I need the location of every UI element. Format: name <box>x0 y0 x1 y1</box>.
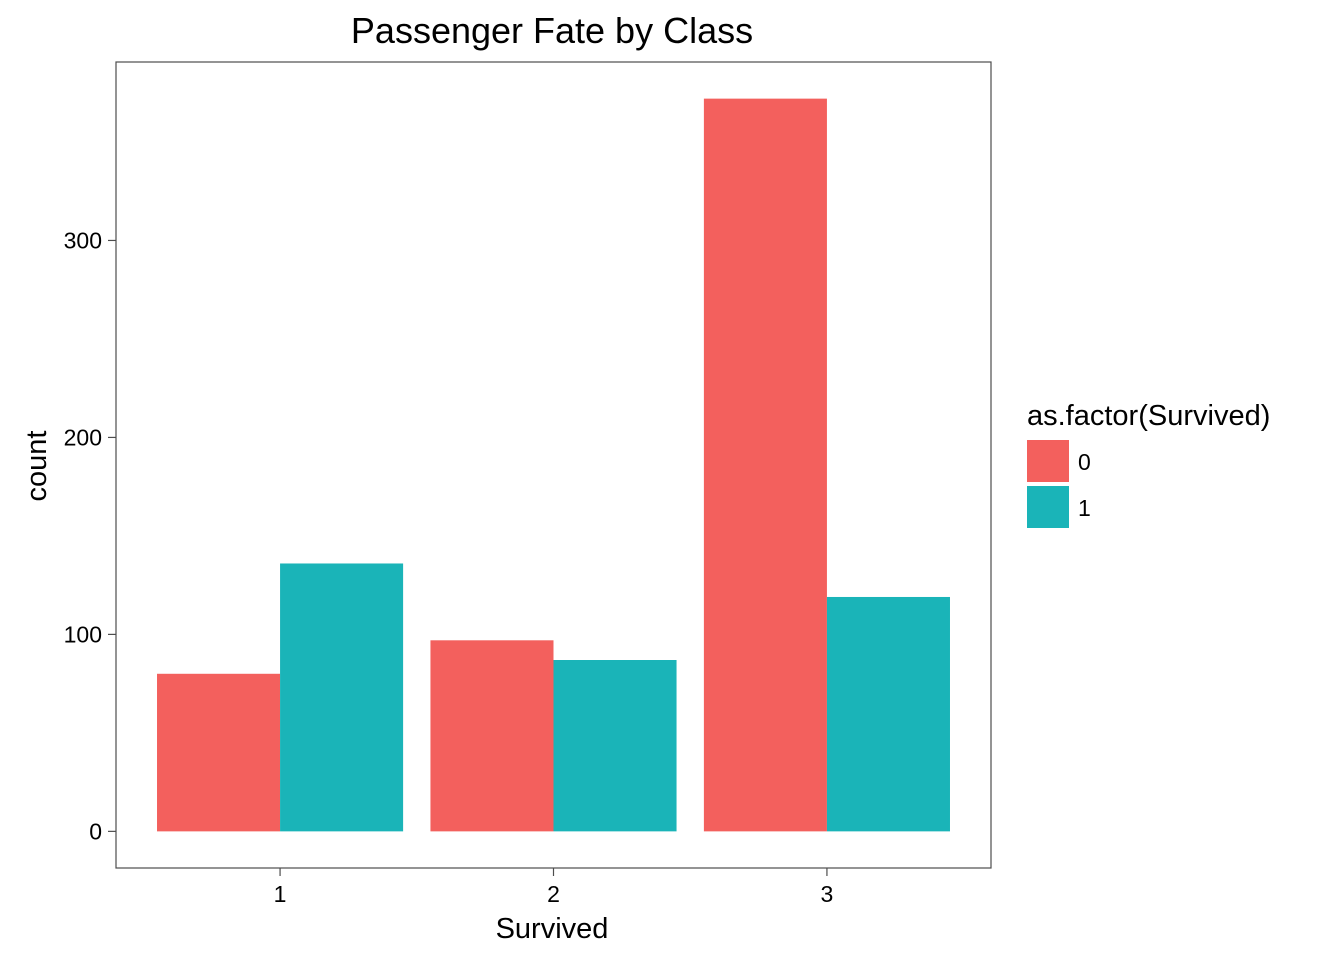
bars-layer <box>157 98 950 832</box>
legend-key-1 <box>1027 486 1069 528</box>
legend: as.factor(Survived) 01 <box>1027 400 1270 528</box>
x-tick-label: 3 <box>821 881 834 907</box>
bar-class-3-survived-1 <box>826 596 950 832</box>
y-tick-label: 0 <box>89 818 102 844</box>
bar-class-1-survived-0 <box>157 673 281 832</box>
bar-class-3-survived-0 <box>703 98 827 832</box>
legend-title: as.factor(Survived) <box>1027 400 1270 432</box>
legend-items: 01 <box>1027 440 1091 528</box>
legend-label-0: 0 <box>1078 449 1091 475</box>
chart-title: Passenger Fate by Class <box>351 10 753 51</box>
y-axis: 0 100 200 300 <box>64 227 116 844</box>
x-axis-label: Survived <box>496 913 609 945</box>
y-tick-label: 100 <box>64 621 102 647</box>
legend-label-1: 1 <box>1078 495 1091 521</box>
y-tick-label: 300 <box>64 227 102 253</box>
legend-key-0 <box>1027 440 1069 482</box>
bar-class-2-survived-1 <box>553 660 677 832</box>
x-tick-label: 2 <box>547 881 560 907</box>
bar-class-2-survived-0 <box>430 640 554 832</box>
bar-class-1-survived-1 <box>280 563 404 832</box>
x-axis: 1 2 3 <box>274 868 834 907</box>
y-tick-label: 200 <box>64 424 102 450</box>
x-tick-label: 1 <box>274 881 287 907</box>
y-axis-label: count <box>21 431 53 502</box>
